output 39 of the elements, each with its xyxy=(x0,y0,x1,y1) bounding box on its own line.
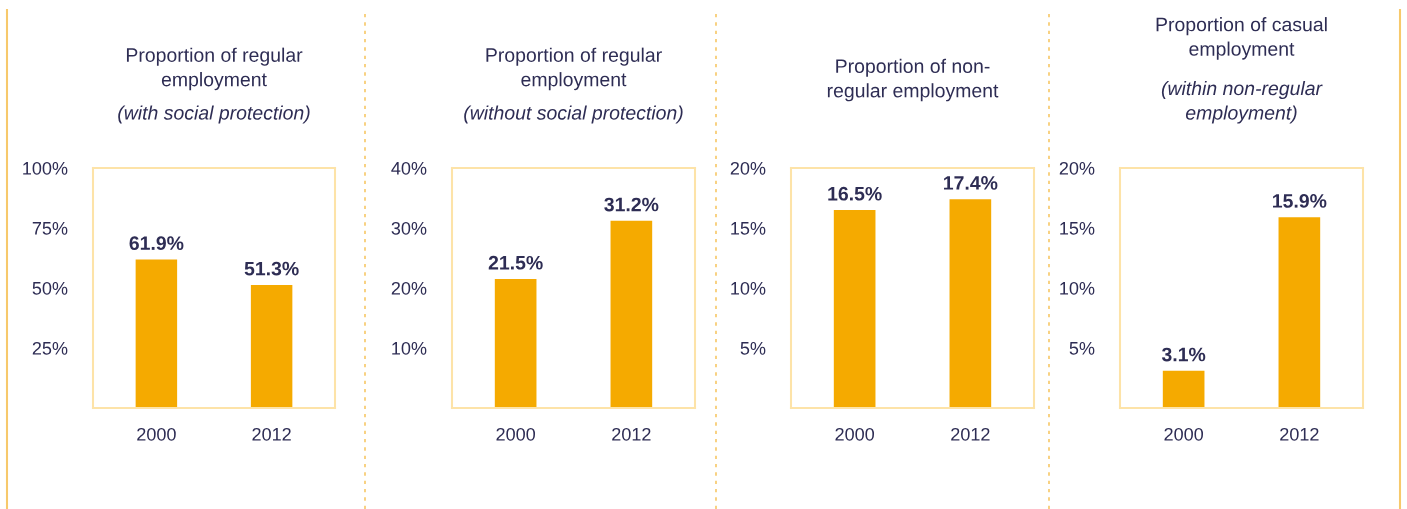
x-tick-label: 2000 xyxy=(1164,427,1204,441)
x-tick-label: 2012 xyxy=(1280,427,1319,441)
chart-subtitle: (without social protection) xyxy=(464,105,683,124)
x-tick-label: 2000 xyxy=(835,427,875,441)
y-tick-label: 5% xyxy=(740,342,766,355)
data-label: 17.4% xyxy=(944,176,998,190)
data-label: 31.2% xyxy=(604,197,659,212)
y-tick-label: 75% xyxy=(32,222,68,235)
data-label: 16.5% xyxy=(828,186,882,201)
y-tick-label: 10% xyxy=(1060,281,1095,295)
x-tick-label: 2012 xyxy=(252,427,291,441)
y-tick-label: 10% xyxy=(392,341,427,355)
y-tick-label: 10% xyxy=(731,281,766,295)
y-tick-label: 40% xyxy=(391,161,427,175)
x-tick-label: 2000 xyxy=(496,427,536,441)
y-tick-label: 30% xyxy=(391,221,427,235)
y-tick-label: 20% xyxy=(730,161,766,175)
chart-title: Proportion of non- regular employment xyxy=(827,58,999,102)
y-tick-label: 100% xyxy=(23,161,68,175)
data-label: 21.5% xyxy=(488,255,543,270)
data-label: 3.1% xyxy=(1161,347,1206,362)
chart-title: Proportion of regular employment xyxy=(486,47,662,91)
y-tick-label: 20% xyxy=(1059,161,1095,175)
x-tick-label: 2012 xyxy=(951,427,990,441)
y-tick-label: 5% xyxy=(1069,342,1095,355)
x-tick-label: 2000 xyxy=(137,427,176,441)
data-label: 15.9% xyxy=(1273,194,1327,208)
data-label: 61.9% xyxy=(129,236,184,251)
data-label: 51.3% xyxy=(244,261,299,276)
chart-subtitle: (with social protection) xyxy=(118,105,310,124)
chart-title: Proportion of casual employment xyxy=(1156,17,1327,60)
y-tick-label: 25% xyxy=(32,341,68,355)
chart-subtitle: (within non-regular employment) xyxy=(1161,80,1323,124)
y-tick-label: 50% xyxy=(32,281,68,295)
y-tick-label: 15% xyxy=(731,222,766,235)
chart-title: Proportion of regular employment xyxy=(126,47,303,91)
y-tick-label: 20% xyxy=(391,281,427,295)
x-tick-label: 2012 xyxy=(612,427,651,441)
y-tick-label: 15% xyxy=(1060,222,1095,235)
